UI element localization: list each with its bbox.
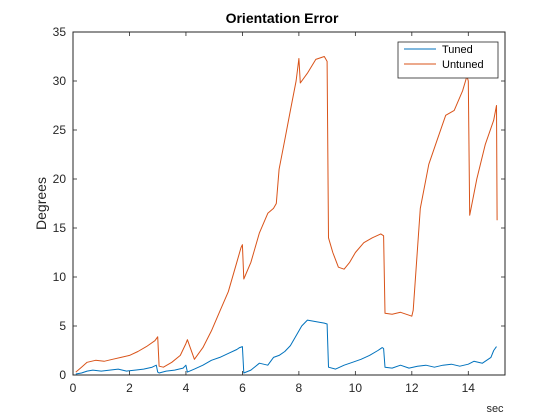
series-layer xyxy=(75,56,498,375)
x-tick-label: 10 xyxy=(349,381,363,395)
x-tick-label: 0 xyxy=(70,381,77,395)
x-tick-label: 12 xyxy=(405,381,419,395)
chart-title: Orientation Error xyxy=(226,10,339,26)
y-tick-label: 15 xyxy=(53,221,67,235)
y-tick-label: 5 xyxy=(59,319,66,333)
plot-background xyxy=(73,32,505,375)
x-tick-label: 14 xyxy=(462,381,476,395)
y-axis: 0 5 10 15 20 25 30 35 xyxy=(53,25,505,382)
series-line-tuned xyxy=(75,319,497,375)
y-tick-label: 20 xyxy=(53,172,67,186)
y-tick-label: 0 xyxy=(59,368,66,382)
x-tick-label: 8 xyxy=(296,381,303,395)
legend-label-tuned: Tuned xyxy=(442,44,473,56)
plot-area xyxy=(72,31,506,376)
x-axis: 0 2 4 6 8 10 12 14 xyxy=(70,32,476,395)
y-tick-label: 30 xyxy=(53,74,67,88)
x-tick-label: 4 xyxy=(183,381,190,395)
x-tick-label: 2 xyxy=(126,381,133,395)
y-tick-label: 35 xyxy=(53,25,67,39)
y-tick-label: 25 xyxy=(53,123,67,137)
legend-box xyxy=(397,41,499,79)
legend: Tuned Untuned xyxy=(397,41,499,79)
x-axis-label: sec xyxy=(486,403,504,415)
legend-label-untuned: Untuned xyxy=(442,59,484,71)
axes-box xyxy=(72,31,506,376)
y-tick-label: 10 xyxy=(53,270,67,284)
y-axis-label: Degrees xyxy=(33,177,49,230)
x-tick-label: 6 xyxy=(239,381,246,395)
series-line-untuned xyxy=(75,56,498,373)
